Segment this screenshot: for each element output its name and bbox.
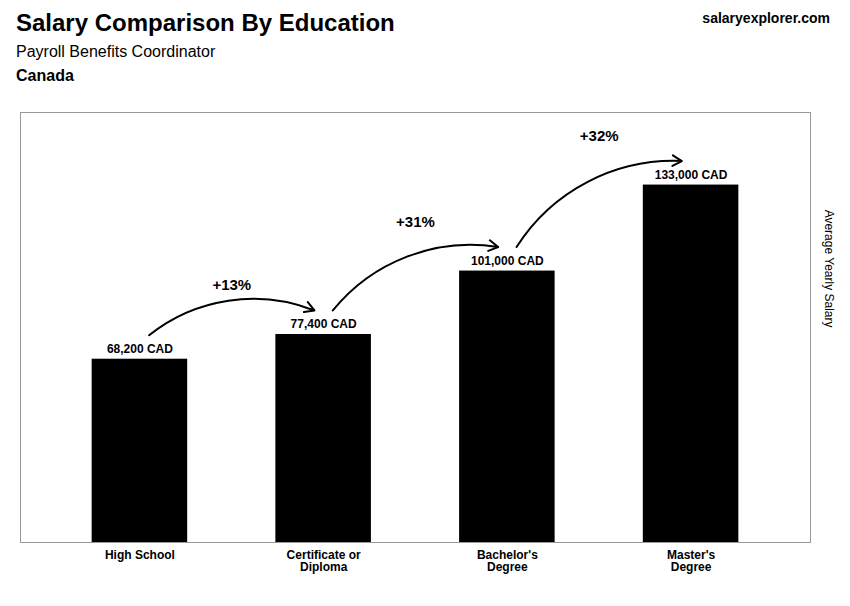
svg-text:77,400 CAD: 77,400 CAD	[291, 317, 357, 331]
svg-text:+32%: +32%	[580, 127, 619, 144]
svg-text:+13%: +13%	[212, 276, 251, 293]
svg-text:Bachelor'sDegree: Bachelor'sDegree	[477, 548, 538, 574]
html-text:Canada: Canada	[16, 67, 74, 84]
svg-text:Average Yearly Salary: Average Yearly Salary	[822, 210, 836, 328]
html-text:Salary Comparison By Education: Salary Comparison By Education	[16, 9, 395, 36]
svg-text:Master'sDegree: Master'sDegree	[667, 548, 716, 574]
svg-text:133,000 CAD: 133,000 CAD	[655, 168, 728, 182]
html-text:Payroll Benefits Coordinator: Payroll Benefits Coordinator	[16, 43, 216, 60]
svg-text:Certificate orDiploma: Certificate orDiploma	[287, 548, 361, 574]
svg-text:68,200 CAD: 68,200 CAD	[107, 342, 173, 356]
svg-text:101,000 CAD: 101,000 CAD	[471, 254, 544, 268]
svg-text:High School: High School	[105, 548, 175, 562]
svg-text:+31%: +31%	[396, 213, 435, 230]
html-text:salaryexplorer.com: salaryexplorer.com	[702, 10, 830, 26]
